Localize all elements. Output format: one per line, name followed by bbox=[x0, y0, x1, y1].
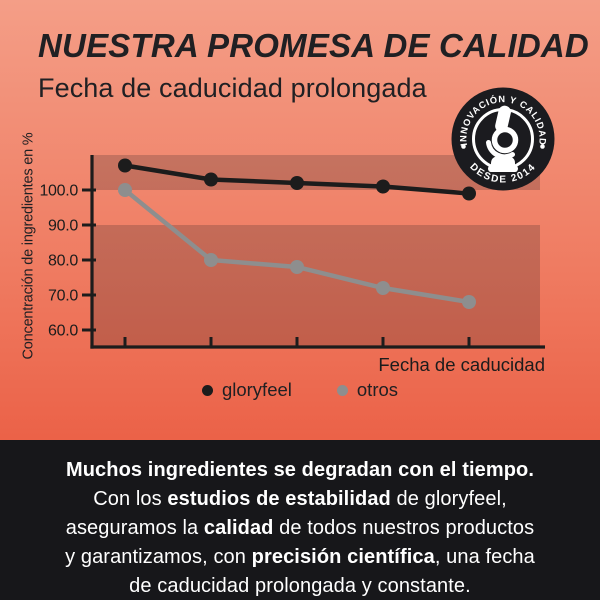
y-tick-label: 100.0 bbox=[39, 183, 78, 200]
footer-line-3: aseguramos la calidad de todos nuestros … bbox=[65, 517, 535, 539]
chart-legend: gloryfeel otros bbox=[0, 379, 600, 401]
data-point-gloryfeel bbox=[376, 179, 390, 194]
data-point-gloryfeel bbox=[118, 158, 132, 173]
quality-badge: INNOVACIÓN Y CALIDAD DESDE 2014 bbox=[451, 87, 555, 191]
footer-line-1: Muchos ingredientes se degradan con el t… bbox=[65, 459, 535, 481]
otros-dot-icon bbox=[336, 384, 348, 396]
x-axis-label: Fecha de caducidad bbox=[378, 354, 545, 375]
data-point-gloryfeel bbox=[290, 176, 304, 190]
data-point-gloryfeel bbox=[462, 186, 476, 201]
badge-left-dot-icon bbox=[461, 144, 466, 149]
footer-line-2: Con los estudios de estabilidad de glory… bbox=[93, 488, 507, 510]
badge-right-dot-icon bbox=[540, 144, 545, 149]
legend-item-otros: otros bbox=[336, 379, 399, 401]
chart-highlight-band bbox=[92, 225, 540, 347]
legend-label-otros: otros bbox=[356, 379, 399, 400]
page-subtitle: Fecha de caducidad prolongada bbox=[38, 73, 427, 103]
data-point-otros bbox=[290, 260, 304, 274]
header: NUESTRA PROMESA DE CALIDAD Fecha de cadu… bbox=[38, 26, 589, 103]
legend-label-gloryfeel: gloryfeel bbox=[221, 379, 292, 400]
data-point-otros bbox=[462, 295, 476, 309]
data-point-otros bbox=[118, 183, 132, 197]
y-tick-label: 80.0 bbox=[48, 253, 78, 270]
gloryfeel-dot-icon bbox=[201, 384, 213, 396]
microscope-icon bbox=[486, 105, 519, 172]
badge-circle bbox=[451, 87, 555, 191]
footer-line-5: de caducidad prolongada y constante. bbox=[129, 575, 471, 597]
y-tick-label: 60.0 bbox=[48, 323, 78, 340]
footer-line-4: y garantizamos, con precisión científica… bbox=[65, 546, 535, 568]
legend-item-gloryfeel: gloryfeel bbox=[201, 379, 292, 401]
footer-text-panel: Muchos ingredientes se degradan con el t… bbox=[0, 440, 600, 600]
data-point-otros bbox=[376, 281, 390, 295]
y-tick-label: 90.0 bbox=[48, 218, 78, 235]
data-point-otros bbox=[204, 253, 218, 267]
data-point-gloryfeel bbox=[204, 172, 218, 187]
page-title: NUESTRA PROMESA DE CALIDAD bbox=[38, 27, 589, 64]
y-tick-label: 70.0 bbox=[48, 288, 78, 305]
